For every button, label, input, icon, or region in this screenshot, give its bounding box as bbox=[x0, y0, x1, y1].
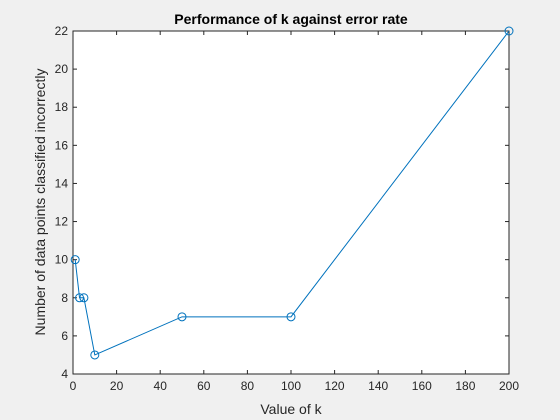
y-tick-label: 16 bbox=[55, 138, 69, 152]
y-tick-label: 22 bbox=[55, 24, 69, 38]
y-tick-label: 12 bbox=[55, 215, 69, 229]
x-tick-label: 120 bbox=[325, 379, 345, 393]
x-tick-label: 20 bbox=[110, 379, 124, 393]
y-tick-label: 6 bbox=[61, 329, 68, 343]
y-tick-label: 18 bbox=[55, 100, 69, 114]
y-tick-label: 14 bbox=[55, 176, 69, 190]
y-tick-label: 10 bbox=[55, 253, 69, 267]
plot-area bbox=[73, 31, 509, 374]
y-tick-label: 8 bbox=[61, 291, 68, 305]
x-tick-label: 60 bbox=[197, 379, 211, 393]
x-tick-label: 80 bbox=[241, 379, 255, 393]
x-tick-label: 0 bbox=[70, 379, 77, 393]
x-tick-label: 140 bbox=[368, 379, 388, 393]
x-axis-label: Value of k bbox=[260, 401, 322, 417]
y-tick-label: 4 bbox=[61, 367, 68, 381]
y-axis-label: Number of data points classified incorre… bbox=[32, 69, 48, 336]
y-tick-label: 20 bbox=[55, 62, 69, 76]
x-tick-label: 160 bbox=[412, 379, 432, 393]
x-tick-label: 180 bbox=[455, 379, 475, 393]
x-tick-label: 100 bbox=[281, 379, 301, 393]
x-tick-label: 40 bbox=[154, 379, 168, 393]
chart-title: Performance of k against error rate bbox=[174, 11, 408, 27]
x-tick-label: 200 bbox=[499, 379, 519, 393]
